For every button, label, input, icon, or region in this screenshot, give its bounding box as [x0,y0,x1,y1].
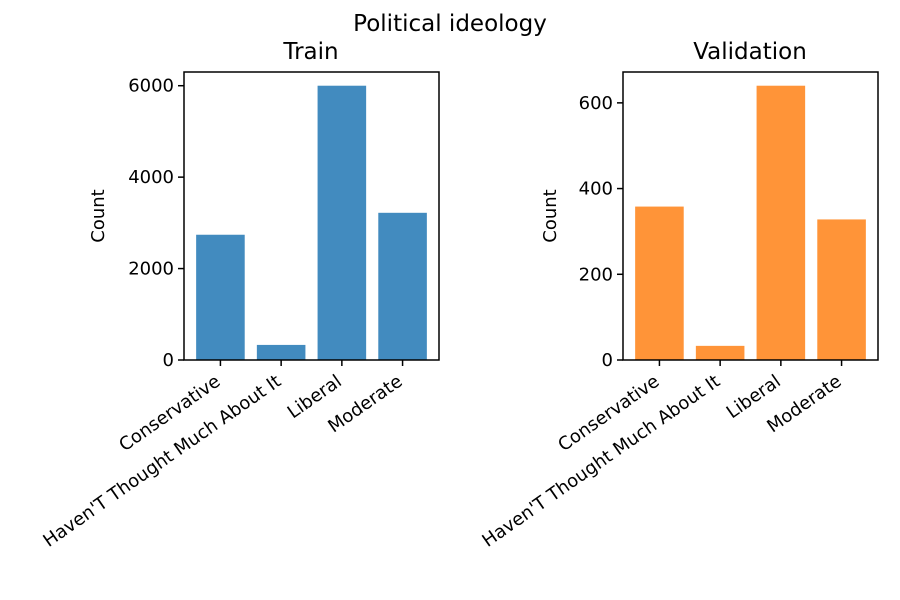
train-title: Train [282,39,338,65]
train-y-tick-label: 2000 [128,259,174,280]
validation-axes-frame [622,71,879,361]
train-bar-haven-t-thought-much-about-it [256,344,306,360]
train-bar-moderate [378,212,427,360]
train-bar-conservative [196,234,245,360]
validation-y-tick-label: 200 [579,264,613,285]
validation-bar-moderate [817,219,866,360]
validation-y-axis-label: Count [540,189,561,242]
validation-bar-conservative [635,206,684,360]
figure-title: Political ideology [353,11,547,37]
validation-bar-haven-t-thought-much-about-it [695,345,745,360]
train-y-tick-label: 0 [163,350,174,371]
validation-x-tick-label: Haven'T Thought Much About It [478,371,724,552]
train-bar-liberal [317,85,367,360]
train-bars [196,85,427,360]
train-y-axis-label: Count [88,189,109,242]
validation-y-tick-label: 600 [579,93,613,114]
validation-y-tick-label: 400 [579,179,613,200]
validation-title: Validation [693,39,807,65]
train-axes-frame [183,71,440,361]
train-y-tick-label: 6000 [128,76,174,97]
validation-bar-liberal [756,85,806,360]
train-y-tick-label: 4000 [128,167,174,188]
train-x-tick-label: Haven'T Thought Much About It [39,371,285,552]
validation-bars [635,85,866,360]
validation-y-tick-label: 0 [602,350,613,371]
